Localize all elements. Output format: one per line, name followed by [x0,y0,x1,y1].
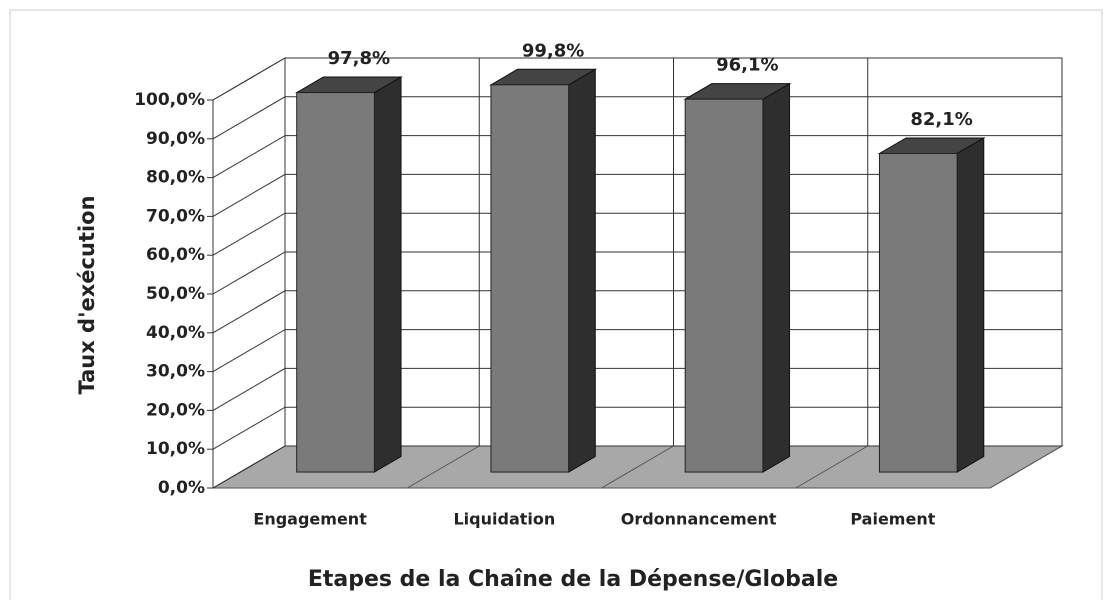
y-tick-label: 60,0% [146,245,205,265]
x-tick-label: Liquidation [453,510,555,529]
floor-divider [406,445,480,489]
bar-side [373,76,402,473]
grid-line [212,445,1062,489]
value-label: 82,1% [910,109,972,130]
bar [296,92,375,473]
grid-line [212,212,1062,256]
value-label: 97,8% [328,48,390,69]
grid-line [212,367,1062,411]
y-tick-label: 70,0% [146,206,205,226]
bar [878,152,958,473]
y-tick-label: 40,0% [146,323,205,343]
y-tick-label: 10,0% [146,439,205,459]
y-tick-label: 30,0% [146,362,205,382]
y-tick-label: 100,0% [134,90,205,110]
grid-line [212,57,1062,101]
grid-line [212,329,1062,373]
grid-line [212,135,1062,179]
grid-line [212,251,1062,295]
y-tick-label: 0,0% [158,478,205,498]
bar-side [956,137,985,473]
x-tick-label: Ordonnancement [621,510,777,529]
grid-line [212,406,1062,450]
floor-divider [601,445,674,489]
x-axis-title: Etapes de la Chaîne de la Dépense/Global… [308,567,838,592]
grid-line [212,173,1062,217]
bar [684,98,764,473]
bar [490,84,570,473]
floor-divider [989,445,1063,489]
x-tick-label: Engagement [253,510,367,529]
bar-side [568,68,596,473]
value-label: 99,8% [522,40,584,61]
value-label: 96,1% [716,55,778,76]
bar-side [762,82,791,473]
floor-divider [795,445,869,489]
x-tick-label: Paiement [850,510,935,529]
y-tick-label: 20,0% [146,400,205,420]
y-tick-label: 80,0% [146,168,205,188]
y-tick-label: 50,0% [146,284,205,304]
y-axis-title: Taux d'exécution [75,195,99,394]
grid-line [212,96,1062,140]
grid-line [212,290,1062,334]
y-tick-label: 90,0% [146,129,205,149]
